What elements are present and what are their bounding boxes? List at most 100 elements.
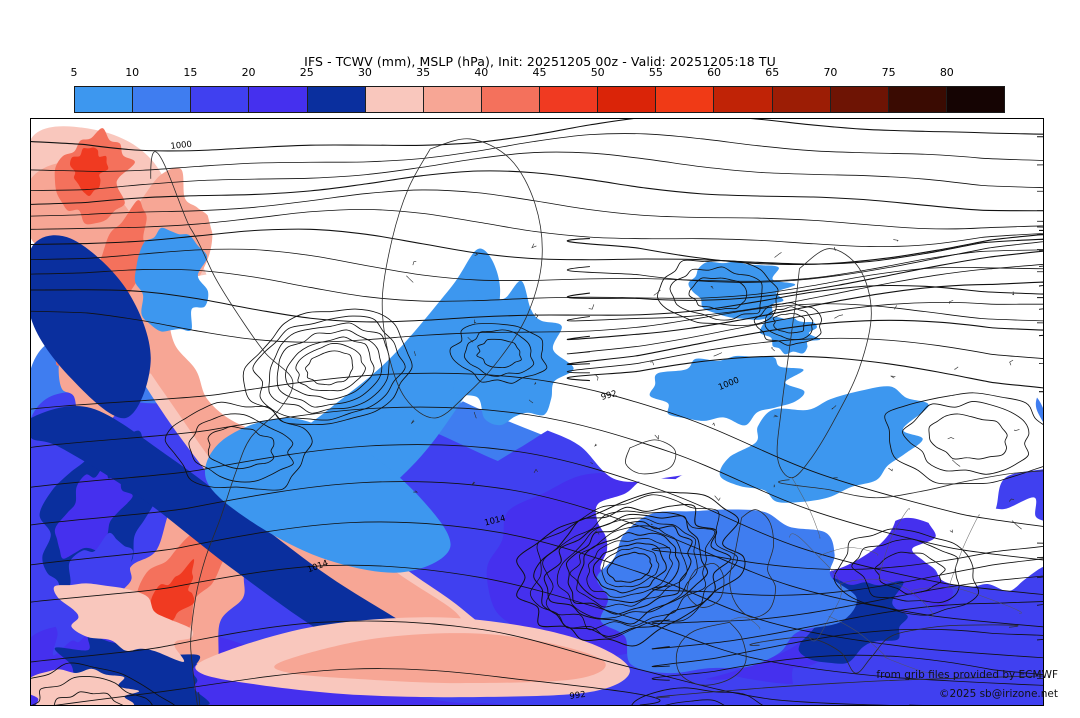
colorbar-band-75-80: [888, 87, 947, 112]
coastline-detail: [474, 252, 479, 256]
coastline-detail: [534, 313, 539, 319]
coastline-detail: [534, 382, 537, 385]
mslp-contour-se: [651, 575, 1043, 624]
mslp-contour-sweep: [31, 406, 1043, 562]
mslp-contour-arctic: [31, 208, 1043, 248]
mslp-contour-arctic: [31, 133, 1043, 172]
credit-owner: ©2025 sb@irizone.net: [939, 688, 1058, 700]
coastline-detail: [954, 366, 959, 370]
mslp-contour-arctic: [31, 151, 1043, 192]
mslp-contour-cell: [902, 401, 1030, 475]
coastline-detail: [1012, 291, 1015, 296]
colorbar-band-25-30: [307, 87, 366, 112]
colorbar-band-45-50: [540, 87, 599, 112]
colorbar-band-40-45: [481, 87, 540, 112]
coastline-detail: [531, 243, 537, 249]
coastline-detail: [588, 304, 595, 310]
mslp-contour-ne: [567, 238, 1043, 283]
coastline-detail: [771, 346, 775, 352]
mslp-contour-ne: [567, 264, 1043, 322]
mslp-contour-cell: [688, 277, 748, 311]
colorbar-bands: [74, 86, 1005, 113]
coastline-detail: [714, 495, 721, 502]
coastline: [729, 509, 776, 618]
coastline: [656, 675, 1043, 698]
tcwv-band-5-10: [204, 417, 451, 573]
coastline-detail: [712, 422, 715, 427]
mslp-contour-ne: [567, 281, 1043, 341]
colorbar-tick-55: 55: [648, 66, 663, 79]
tcwv-band-30-35: [31, 668, 139, 705]
mslp-contour-cell: [476, 338, 522, 369]
colorbar-tick-45: 45: [532, 66, 547, 79]
coastline-detail: [1008, 498, 1015, 502]
mslp-contour-ne: [567, 229, 1043, 266]
mslp-contour-sweep: [31, 372, 1043, 531]
colorbar-tick-30: 30: [357, 66, 372, 79]
coastline: [686, 562, 725, 608]
mslp-contour-low: [577, 532, 680, 604]
coastline-detail: [947, 437, 955, 440]
mslp-contour-cell: [772, 313, 805, 334]
coastline-detail: [834, 247, 836, 251]
mslp-contour-sweep: [31, 521, 1043, 659]
colorbar-tick-75: 75: [881, 66, 896, 79]
mslp-contour-cell: [631, 687, 764, 705]
mslp-contour-sweep: [31, 620, 923, 705]
coastline-detail: [834, 314, 844, 319]
colorbar-tick-labels: 5 10 15 20 25 30 35 40 45 50 55 60 65 70 75 80: [70, 66, 1005, 82]
tcwv-band-25-30: [780, 578, 908, 664]
mslp-contour-cell: [31, 662, 175, 705]
coastline-detail: [888, 467, 893, 472]
mslp-contour-ne: [567, 250, 1043, 301]
mslp-contour-cell: [207, 426, 275, 470]
mslp-contour-sweep: [54, 668, 661, 705]
colorbar-band-10-15: [133, 87, 192, 112]
mslp-contour-low: [543, 513, 709, 625]
coastline-detail: [650, 523, 653, 526]
mslp-contour-cell: [764, 306, 814, 340]
mslp-contour-cell: [884, 392, 1043, 485]
coastline-detail: [413, 490, 419, 493]
mslp-contour-arctic: [31, 170, 1043, 212]
coastline: [624, 439, 677, 475]
coastline-detail: [951, 459, 961, 467]
mslp-contour-low: [516, 491, 746, 647]
coastline-detail: [949, 529, 953, 533]
map-canvas[interactable]: 992 1000 1014 1000 1014 992: [30, 118, 1044, 706]
coastline-detail: [594, 373, 599, 381]
tcwv-band-10-15: [596, 509, 857, 674]
mslp-contour-low: [601, 547, 660, 588]
colorbar-tick-20: 20: [241, 66, 256, 79]
colorbar-tick-50: 50: [590, 66, 605, 79]
mslp-contour-cell: [833, 528, 980, 616]
coastline-detail: [593, 530, 600, 535]
coastline: [675, 621, 747, 686]
mslp-contour-cell: [449, 323, 548, 384]
tcwv-band-5-10: [719, 386, 929, 503]
tcwv-fill-layer: [31, 119, 1043, 705]
national-border: [828, 616, 887, 658]
colorbar-band-65-70: [772, 87, 831, 112]
coastline-detail: [894, 305, 897, 310]
mslp-contour-label: 992: [569, 689, 586, 701]
colorbar-tick-5: 5: [70, 66, 78, 79]
mslp-contour-high: [276, 329, 383, 408]
tcwv-band-30-35: [53, 583, 194, 662]
tcwv-under-5-dry: [912, 497, 1043, 592]
coastline-detail: [471, 481, 476, 486]
colorbar-tick-10: 10: [125, 66, 140, 79]
mslp-contour-cell: [53, 691, 124, 705]
coastline: [150, 151, 294, 705]
coastline-detail: [467, 337, 474, 343]
coastline: [778, 469, 1043, 499]
tcwv-band-25-30: [31, 406, 461, 680]
coastline-detail: [890, 375, 896, 379]
mslp-contour-low: [533, 504, 732, 637]
coastline-detail: [713, 352, 723, 357]
border-layer: [729, 477, 1022, 678]
tcwv-band-45-50: [70, 147, 109, 196]
mslp-contour-ne: [567, 319, 1043, 366]
mslp-contour-arctic: [31, 303, 1043, 343]
tcwv-band-5-10: [134, 227, 209, 332]
